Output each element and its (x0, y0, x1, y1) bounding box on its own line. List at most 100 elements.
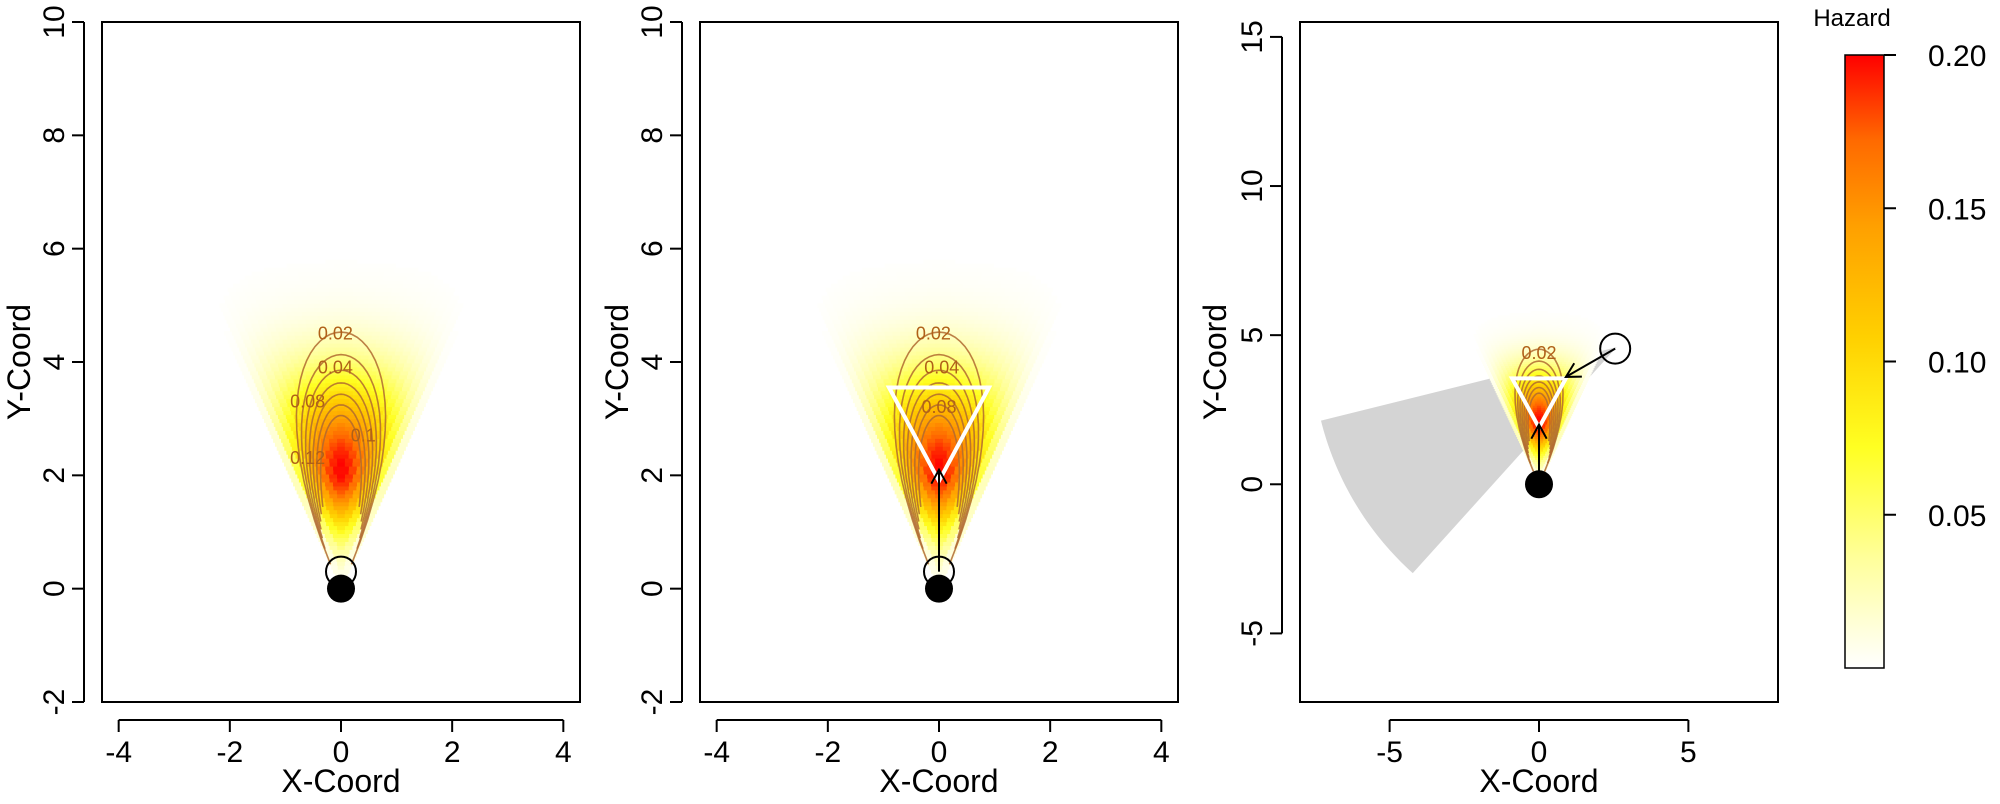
direction-arrow-head (1564, 362, 1582, 378)
heat-cell (306, 275, 315, 281)
heat-cell (388, 378, 398, 384)
heat-cell (1574, 361, 1580, 364)
heat-cell (403, 295, 413, 300)
heat-cell (1488, 375, 1494, 379)
y-tick-label: 10 (1236, 169, 1269, 202)
heat-cell (344, 422, 354, 427)
heat-cell (219, 303, 228, 308)
heat-cell (1563, 413, 1569, 417)
heat-cell (411, 362, 421, 368)
heat-cell (871, 438, 880, 443)
heat-cell (1480, 348, 1486, 352)
heat-cell (887, 303, 897, 308)
heat-cell (1551, 323, 1557, 327)
heat-cell (939, 259, 948, 265)
heat-cell (1499, 352, 1504, 356)
heat-cell (383, 358, 392, 364)
heat-cell (386, 402, 396, 408)
heat-cell (321, 319, 330, 324)
heat-cell (283, 343, 292, 348)
heat-cell (946, 299, 956, 304)
heat-cell (1559, 394, 1565, 398)
heat-cell (1038, 335, 1047, 340)
heat-cell (447, 303, 456, 308)
heat-cell (899, 279, 909, 285)
heat-cell (333, 553, 342, 558)
heat-cell (290, 458, 299, 463)
heat-cell (1580, 386, 1585, 389)
heat-cell (876, 398, 885, 404)
panel-3-overlay-layer: 0.02 (1508, 332, 1632, 499)
heat-cell (348, 521, 357, 527)
heat-cell (993, 346, 1003, 352)
heat-cell (222, 311, 232, 316)
contour-label: 0.02 (1521, 343, 1556, 363)
heat-cell (287, 350, 296, 356)
heat-cell (993, 450, 1003, 455)
heat-cell (1553, 319, 1559, 323)
heat-cell (869, 299, 878, 304)
heat-cell (1019, 275, 1029, 281)
heat-cell (295, 402, 304, 408)
colorbar-tick-label: 0.20 (1928, 40, 1986, 73)
heat-cell (1530, 403, 1536, 406)
heat-cell (1541, 444, 1546, 448)
heat-cell (892, 346, 901, 352)
heat-cell (251, 339, 260, 344)
heat-cell (842, 291, 851, 297)
heat-cell (946, 414, 956, 419)
heat-cell (1528, 390, 1534, 394)
heat-cell (325, 454, 335, 459)
heat-cell (884, 366, 894, 372)
heat-cell (986, 414, 995, 419)
heat-cell (1578, 319, 1583, 323)
heat-cell (426, 382, 435, 388)
heat-cell (1528, 396, 1534, 400)
heat-cell (375, 462, 384, 467)
heat-cell (915, 263, 925, 269)
heat-cell (341, 267, 350, 273)
heat-cell (950, 390, 960, 396)
heat-cell (321, 303, 330, 308)
heat-cell (896, 271, 905, 277)
heat-cell (1037, 354, 1046, 360)
heat-cell (247, 382, 257, 388)
heat-cell (325, 267, 334, 273)
heat-cell (400, 438, 410, 443)
heat-cell (387, 346, 397, 352)
heat-cell (966, 287, 975, 293)
heat-cell (1000, 335, 1009, 340)
heat-cell (908, 283, 917, 289)
heat-cell (946, 537, 955, 542)
heat-cell (1532, 327, 1538, 331)
heat-cell (250, 303, 260, 308)
heat-cell (285, 465, 295, 471)
heat-cell (880, 307, 890, 312)
heat-cell (1511, 361, 1517, 364)
heat-cell (1504, 373, 1510, 377)
heat-cell (1491, 336, 1496, 339)
heat-cell (1518, 313, 1523, 316)
heat-cell (375, 477, 384, 483)
heat-cell (1524, 398, 1530, 402)
heat-cell (915, 335, 925, 340)
heat-cell (255, 366, 265, 372)
heat-cell (368, 426, 377, 431)
heat-cell (1541, 442, 1546, 446)
heat-cell (1553, 346, 1559, 350)
heat-cell (267, 426, 276, 431)
heat-cell (1566, 396, 1572, 400)
heat-cell (1547, 329, 1553, 333)
heat-cell (849, 374, 859, 380)
heat-cell (1503, 363, 1509, 367)
heat-cell (224, 331, 233, 336)
heat-cell (1536, 398, 1542, 402)
heat-cell (436, 327, 445, 332)
heat-cell (1536, 334, 1542, 337)
heat-cell (321, 307, 330, 312)
heat-cell (1044, 287, 1053, 293)
heat-cell (279, 267, 288, 273)
heat-cell (1530, 357, 1536, 360)
heat-cell (1483, 363, 1488, 367)
heat-cell (1547, 384, 1553, 387)
